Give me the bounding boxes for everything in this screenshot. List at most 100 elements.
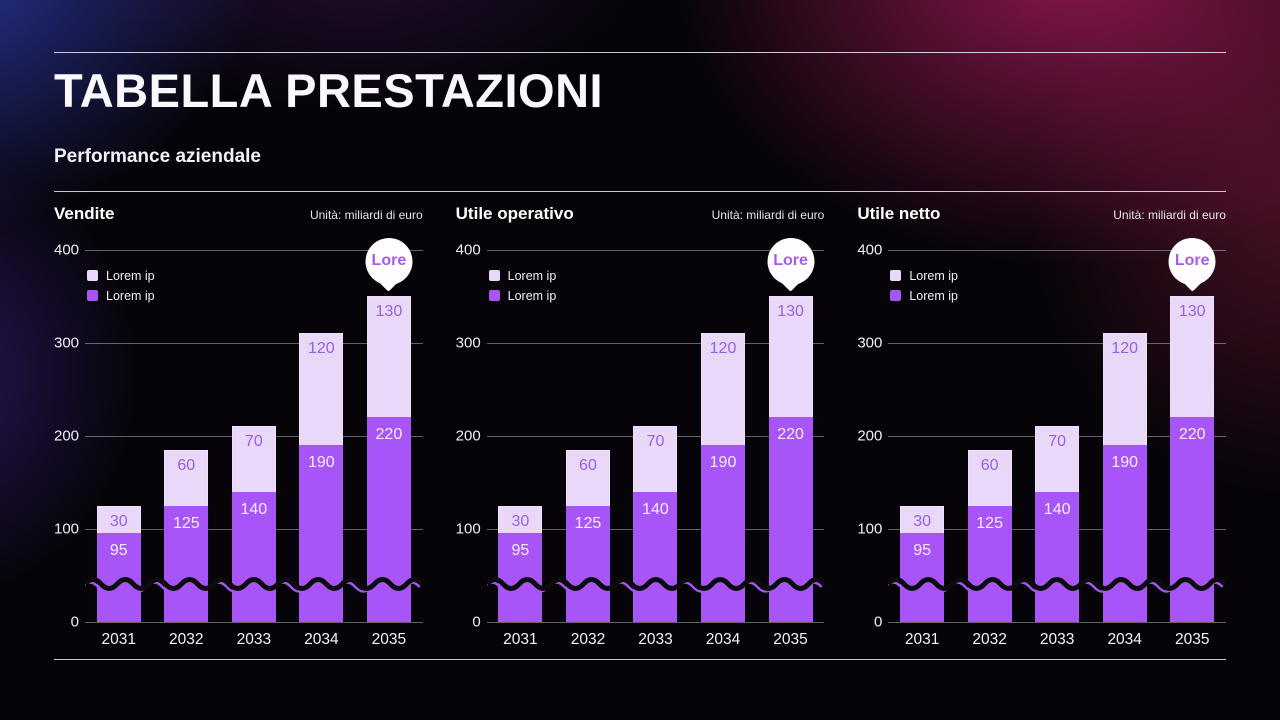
legend-label: Lorem ip [909,288,958,303]
chart-title: Utile netto [857,203,941,223]
y-axis-label: 100 [54,520,80,538]
bar-value-label: 70 [646,433,665,451]
bar-value-label: 220 [777,426,804,444]
y-axis-label: 100 [857,520,883,538]
bar-value-label: 70 [1048,433,1067,451]
chart-plot: 0 100 200 300 400 Lorem ip Lorem ip 30 95 60 125 70… [857,237,1226,630]
header-divider [54,190,1226,192]
gridline-0 [85,621,423,623]
bar-value-label: 130 [777,303,804,321]
bar-value-label: 190 [308,454,335,472]
legend-swatch-icon [87,290,98,302]
callout-bubble: Lore [1168,237,1216,285]
gridline-300 [888,342,1226,344]
axis-break-wave [85,576,423,593]
chart-unit-label: Unità: miliardi di euro [309,207,423,222]
bar-2034: 120 190 [701,333,746,622]
page-subtitle: Performance aziendale [54,145,261,167]
bar-segment-bottom: 140 [633,491,678,622]
bar-segment-bottom: 140 [231,491,276,622]
bar-segment-top: 60 [967,449,1012,506]
bar-value-label: 120 [1111,340,1139,358]
legend-label: Lorem ip [507,288,557,303]
bar-segment-bottom: 95 [498,533,543,622]
bar-segment-bottom: 125 [565,505,610,622]
bar-value-label: 220 [1178,426,1206,444]
x-axis-label-2032: 2032 [169,630,204,648]
y-axis-label: 300 [455,334,481,352]
bar-value-label: 125 [172,514,200,532]
bar-value-label: 140 [240,500,268,518]
legend-item: Lorem ip [890,269,958,283]
callout-label: Lore [1174,252,1210,270]
chart-plot: 0 100 200 300 400 Lorem ip Lorem ip 30 95 60 125 70… [455,237,825,630]
bar-value-label: 130 [375,303,403,321]
callout-label: Lore [371,252,407,270]
bar-value-label: 30 [511,512,530,530]
bar-value-label: 140 [1043,500,1071,518]
bar-segment-top: 30 [498,505,543,534]
axis-break-wave [486,576,825,593]
bar-segment-bottom: 190 [701,445,746,622]
bar-2032: 60 125 [164,449,209,622]
legend-label: Lorem ip [909,268,958,283]
x-axis-label-2032: 2032 [972,630,1007,648]
bar-segment-top: 130 [366,296,411,418]
bar-segment-top: 70 [231,426,276,492]
bar-segment-bottom: 125 [967,505,1012,622]
legend-item: Lorem ip [488,288,557,303]
chart-panel-utile-netto: Utile netto Unità: miliardi di euro 0 100 20… [857,204,1226,649]
charts-row: Vendite Unità: miliardi di euro 0 100 200 300… [54,204,1226,649]
bar-value-label: 220 [375,426,403,444]
callout-bubble: Lore [767,237,815,285]
bar-segment-bottom: 140 [1035,491,1080,622]
y-axis-label: 0 [70,613,79,631]
x-axis-label-2034: 2034 [304,630,339,648]
chart-panel-utile-operativo: Utile operativo Unità: miliardi di euro 0 1… [456,204,825,649]
callout-bubble: Lore [365,237,413,285]
bar-value-label: 190 [1111,454,1139,472]
y-axis-label: 400 [54,241,80,259]
bar-segment-bottom: 190 [1102,445,1147,622]
bar-segment-top: 30 [900,505,945,534]
bar-2033: 70 140 [231,426,276,622]
x-axis-labels: 2031 2032 2033 2034 2035 [888,631,1226,649]
slide: TABELLA PRESTAZIONI Performance aziendal… [0,52,1280,660]
y-axis-label: 0 [873,613,883,631]
bar-segment-bottom: 190 [299,445,344,622]
legend-label: Lorem ip [507,268,557,283]
bar-segment-top: 60 [565,449,610,506]
legend-swatch-icon [890,270,902,282]
bar-value-label: 125 [976,514,1003,532]
chart-title: Vendite [54,203,115,223]
bar-segment-top: 120 [701,333,746,446]
bar-value-label: 30 [913,512,931,530]
x-axis-label-2031: 2031 [503,630,538,648]
bar-segment-bottom: 125 [164,505,209,622]
legend-label: Lorem ip [106,268,155,283]
legend: Lorem ip Lorem ip [488,268,557,309]
chart-header: Vendite Unità: miliardi di euro [54,204,423,224]
bar-value-label: 60 [980,456,999,474]
gridline-400 [888,249,1226,251]
top-divider [54,52,1226,53]
bar-segment-top: 130 [1170,296,1215,418]
bar-segment-bottom: 95 [900,533,945,622]
x-axis-labels: 2031 2032 2033 2034 2035 [487,631,825,649]
bar-segment-top: 120 [299,333,344,446]
chart-unit-label: Unità: miliardi di euro [711,207,825,222]
bar-segment-top: 60 [164,449,209,506]
gridline-400 [85,249,423,251]
bar-value-label: 95 [511,542,530,560]
y-axis-label: 300 [54,334,80,352]
bar-segment-top: 70 [1035,426,1080,492]
chart-panel-vendite: Vendite Unità: miliardi di euro 0 100 200 300… [54,204,423,649]
x-axis-label-2033: 2033 [1039,630,1075,648]
bar-value-label: 70 [244,433,263,451]
bar-segment-bottom: 95 [96,533,141,622]
chart-header: Utile netto Unità: miliardi di euro [857,204,1226,224]
bar-2031: 30 95 [96,505,141,622]
chart-unit-label: Unità: miliardi di euro [1113,207,1226,222]
gridline-0 [888,621,1226,623]
gridline-300 [486,342,825,344]
